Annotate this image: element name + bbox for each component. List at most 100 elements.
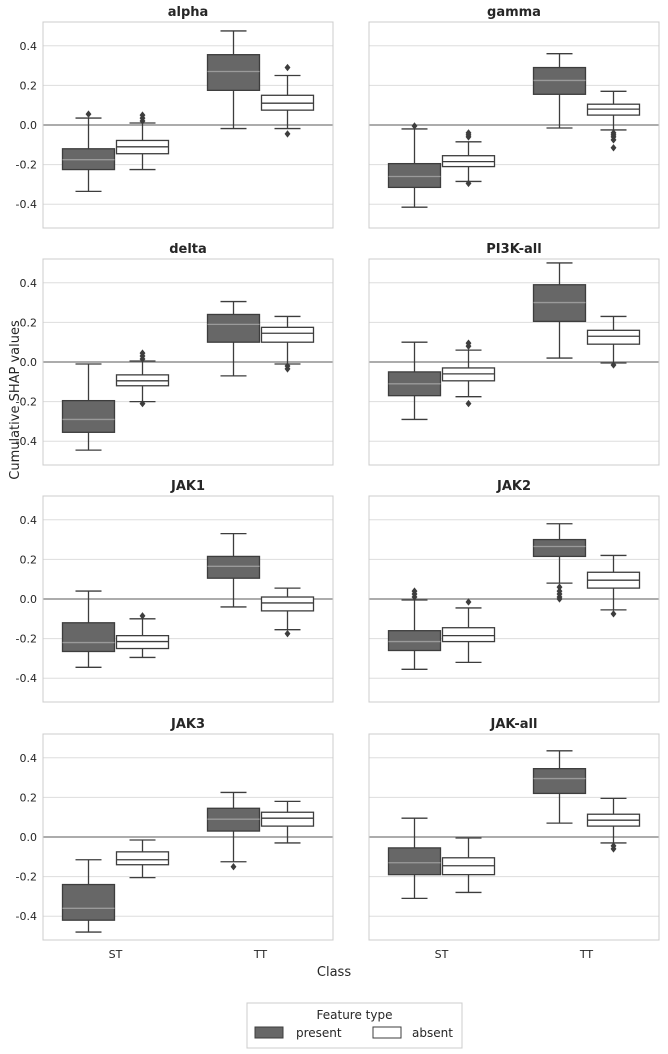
- box-iqr: [115, 851, 170, 866]
- y-tick-label: 0.4: [20, 514, 38, 527]
- outlier-point: [610, 136, 617, 144]
- panel-pi3k-all: PI3K-all: [368, 242, 660, 466]
- legend-swatch-absent: [372, 1026, 402, 1039]
- outlier-point: [284, 130, 291, 138]
- box-pi3k-all-tt-absent: [586, 315, 641, 369]
- x-tick-label: TT: [253, 948, 268, 961]
- box-alpha-tt-present: [206, 30, 261, 130]
- y-tick-label: -0.2: [16, 396, 37, 409]
- box-iqr: [206, 555, 261, 579]
- y-tick-label: 0.2: [20, 791, 38, 804]
- y-tick-label: 0.0: [20, 119, 38, 132]
- panel-jak3: 0.4 0.2 0.0 -0.2 -0.4 JAK3 ST TT: [16, 717, 334, 961]
- box-pi3k-all-st-absent: [441, 339, 496, 408]
- box-jak-all-st-present: [387, 817, 442, 900]
- outlier-point: [411, 587, 418, 595]
- box-jak1-st-absent: [115, 612, 170, 659]
- box-delta-tt-absent: [260, 315, 315, 373]
- box-pi3k-all-tt-present: [532, 262, 587, 359]
- x-tick-label: ST: [109, 948, 123, 961]
- panel-title: JAK1: [170, 479, 205, 494]
- box-jak-all-st-absent: [441, 837, 496, 894]
- box-jak1-st-present: [61, 590, 116, 668]
- y-tick-label: -0.4: [16, 672, 37, 685]
- box-delta-tt-present: [206, 300, 261, 377]
- panel-jak2: JAK2: [368, 479, 660, 703]
- box-iqr: [387, 847, 442, 876]
- panel-title: PI3K-all: [486, 242, 541, 257]
- panel-gamma: gamma: [368, 5, 660, 229]
- legend-label-absent: absent: [412, 1026, 453, 1040]
- box-jak3-st-present: [61, 859, 116, 933]
- outlier-point: [284, 365, 291, 373]
- panel-delta: 0.4 0.2 0.0 -0.2 -0.4 delta: [16, 242, 334, 466]
- legend-label-present: present: [296, 1026, 342, 1040]
- outlier-point: [284, 63, 291, 72]
- box-gamma-st-present: [387, 122, 442, 208]
- panel-frame: [368, 21, 660, 229]
- outlier-point: [610, 610, 617, 618]
- box-iqr: [61, 883, 116, 921]
- box-iqr: [387, 162, 442, 189]
- y-tick-label: 0.2: [20, 316, 38, 329]
- x-tick-label: ST: [435, 948, 449, 961]
- box-jak2-st-absent: [441, 598, 496, 664]
- box-iqr: [441, 627, 496, 643]
- y-tick-label: 0.4: [20, 40, 38, 53]
- box-jak2-tt-present: [532, 523, 587, 603]
- y-tick-label: 0.0: [20, 831, 38, 844]
- panel-frame: [42, 733, 334, 941]
- y-tick-label: -0.2: [16, 159, 37, 172]
- panel-title: JAK2: [496, 479, 531, 494]
- box-delta-st-present: [61, 363, 116, 451]
- panel-frame: [42, 495, 334, 703]
- legend: Feature type present absent: [246, 1002, 463, 1049]
- outlier-point: [230, 863, 237, 871]
- panel-frame: [368, 495, 660, 703]
- outlier-point: [139, 111, 146, 119]
- panel-title: alpha: [168, 5, 209, 20]
- outlier-point: [465, 399, 472, 408]
- panel-jak-all: JAK-all ST TT: [368, 717, 660, 961]
- box-delta-st-absent: [115, 349, 170, 408]
- outlier-point: [610, 845, 617, 853]
- y-tick-label: -0.4: [16, 198, 37, 211]
- box-jak3-st-absent: [115, 839, 170, 879]
- outlier-point: [139, 612, 146, 620]
- box-iqr: [532, 538, 587, 558]
- box-iqr: [387, 630, 442, 652]
- box-iqr: [586, 329, 641, 345]
- y-tick-label: 0.0: [20, 593, 38, 606]
- y-tick-label: 0.4: [20, 277, 38, 290]
- box-jak2-st-present: [387, 587, 442, 670]
- panel-title: JAK-all: [490, 717, 538, 732]
- panel-frame: [42, 21, 334, 229]
- panel-jak1: 0.4 0.2 0.0 -0.2 -0.4 JAK1: [16, 479, 334, 703]
- box-jak-all-tt-present: [532, 750, 587, 824]
- panel-title: gamma: [487, 5, 541, 20]
- panel-frame: [42, 258, 334, 466]
- y-axis-label: Cumulative SHAP values: [8, 320, 23, 480]
- box-gamma-st-absent: [441, 129, 496, 188]
- box-iqr: [206, 313, 261, 343]
- outlier-point: [139, 349, 146, 357]
- outlier-point: [465, 129, 472, 137]
- panel-title: delta: [169, 242, 207, 257]
- outlier-point: [465, 339, 472, 347]
- y-tick-label: 0.2: [20, 79, 38, 92]
- outlier-point: [465, 179, 472, 188]
- x-axis-label: Class: [317, 965, 351, 980]
- panel-frame: [368, 258, 660, 466]
- box-iqr: [532, 768, 587, 795]
- box-jak1-tt-absent: [260, 587, 315, 638]
- y-tick-label: -0.4: [16, 910, 37, 923]
- box-jak3-tt-present: [206, 791, 261, 871]
- legend-frame: [246, 1002, 463, 1049]
- box-pi3k-all-st-present: [387, 341, 442, 421]
- panel-frame: [368, 733, 660, 941]
- panel-title: JAK3: [170, 717, 205, 732]
- box-jak1-tt-present: [206, 532, 261, 608]
- box-jak2-tt-absent: [586, 554, 641, 618]
